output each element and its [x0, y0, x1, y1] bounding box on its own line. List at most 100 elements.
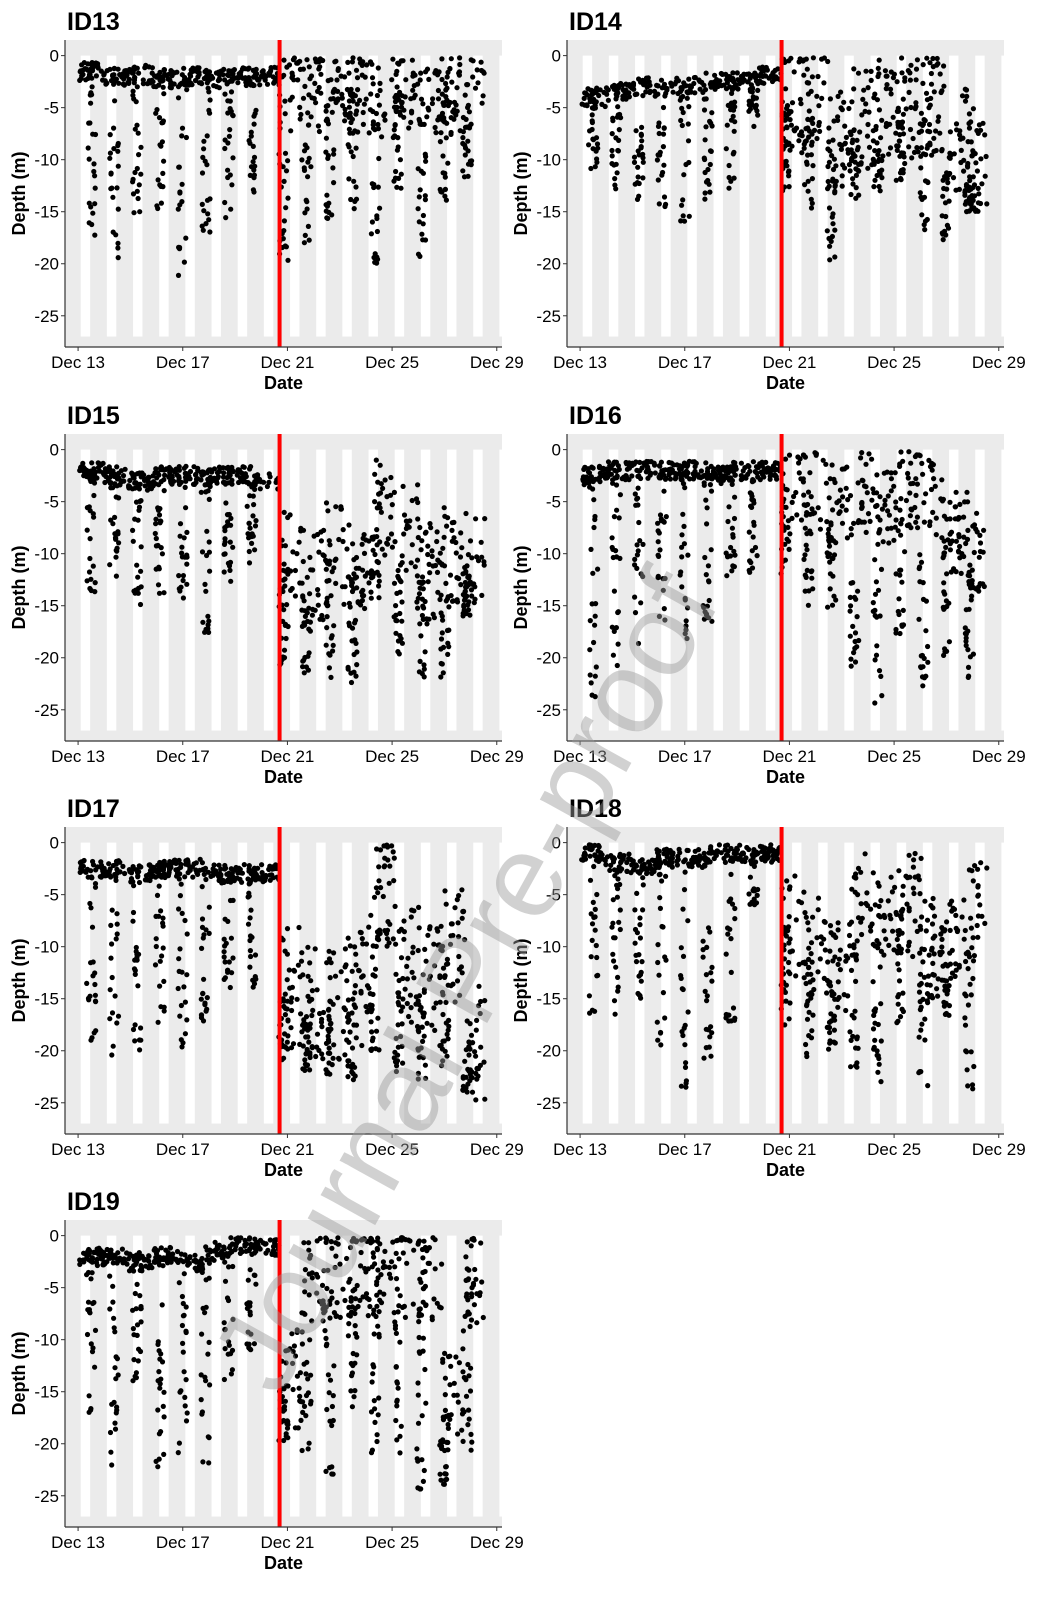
data-point [806, 927, 812, 933]
data-point [947, 499, 953, 505]
data-point [430, 96, 436, 102]
data-point [610, 115, 616, 121]
data-point [789, 499, 795, 505]
data-point [89, 460, 95, 466]
data-point [350, 1061, 356, 1067]
data-point [227, 127, 233, 133]
data-point [415, 482, 421, 488]
data-point [654, 82, 660, 88]
data-point [181, 465, 187, 471]
data-point [883, 120, 890, 127]
data-point [206, 629, 212, 636]
data-point [395, 999, 401, 1006]
data-point [401, 936, 407, 942]
data-point [354, 75, 361, 81]
data-point [177, 1013, 183, 1019]
data-point [401, 512, 408, 518]
data-point [440, 153, 446, 159]
data-point [342, 118, 348, 124]
data-point [227, 897, 234, 904]
data-point [592, 164, 598, 170]
data-point [155, 470, 161, 476]
data-point [309, 1012, 315, 1019]
data-point [112, 98, 118, 104]
data-point [335, 67, 341, 73]
data-point [656, 201, 662, 207]
x-tick-label: Dec 25 [365, 747, 419, 766]
data-point [805, 188, 811, 194]
data-point [772, 472, 778, 478]
data-point [371, 181, 377, 188]
data-point [224, 465, 230, 471]
data-point [160, 923, 166, 929]
data-point [381, 864, 387, 870]
data-point [333, 580, 339, 587]
data-point [845, 150, 851, 156]
data-point [374, 92, 380, 99]
data-point [416, 194, 422, 200]
data-point [632, 556, 638, 563]
data-point [482, 1096, 488, 1102]
data-point [439, 189, 445, 195]
data-point [439, 661, 445, 667]
data-point [922, 227, 928, 233]
data-point [280, 164, 286, 170]
data-point [388, 514, 394, 520]
data-point [856, 637, 862, 644]
data-point [423, 158, 429, 164]
data-point [184, 931, 190, 937]
data-point [344, 546, 350, 552]
data-point [251, 502, 257, 508]
data-point [399, 560, 405, 566]
x-tick-label: Dec 21 [260, 353, 314, 372]
data-point [474, 1066, 480, 1072]
data-point [353, 184, 359, 190]
data-point [792, 873, 798, 879]
data-point [320, 552, 326, 558]
data-point [977, 532, 983, 539]
data-point [251, 866, 257, 872]
data-point [865, 510, 872, 517]
data-point [826, 539, 832, 545]
data-point [128, 870, 135, 876]
data-point [595, 566, 601, 572]
data-point [786, 959, 792, 966]
x-axis-label: Date [264, 1160, 303, 1180]
data-point [449, 921, 455, 927]
data-point [801, 145, 807, 151]
data-point [913, 77, 919, 83]
data-point [681, 172, 687, 178]
data-point [422, 598, 428, 605]
data-point [180, 595, 186, 601]
data-point [307, 1054, 313, 1061]
data-point [368, 912, 374, 918]
data-point [587, 853, 593, 859]
data-point [355, 87, 361, 93]
data-point [371, 894, 378, 900]
data-point [871, 184, 877, 190]
data-point [692, 90, 698, 96]
data-point [376, 102, 382, 108]
day-band [368, 55, 378, 337]
data-point [437, 550, 443, 556]
data-point [660, 587, 666, 593]
data-point [417, 253, 423, 259]
data-point [982, 173, 988, 179]
data-point [161, 488, 167, 494]
data-point [886, 540, 892, 546]
data-point [829, 602, 836, 608]
data-point [592, 673, 598, 679]
data-point [200, 990, 206, 996]
data-point [194, 65, 201, 71]
data-point [451, 116, 457, 122]
data-point [315, 602, 321, 608]
day-band [237, 55, 248, 337]
data-point [875, 152, 881, 158]
data-point [281, 178, 287, 184]
data-point [396, 928, 402, 934]
data-point [894, 911, 900, 918]
day-band [661, 449, 671, 731]
data-point [967, 174, 973, 180]
data-point [836, 498, 842, 504]
data-point [937, 71, 943, 77]
